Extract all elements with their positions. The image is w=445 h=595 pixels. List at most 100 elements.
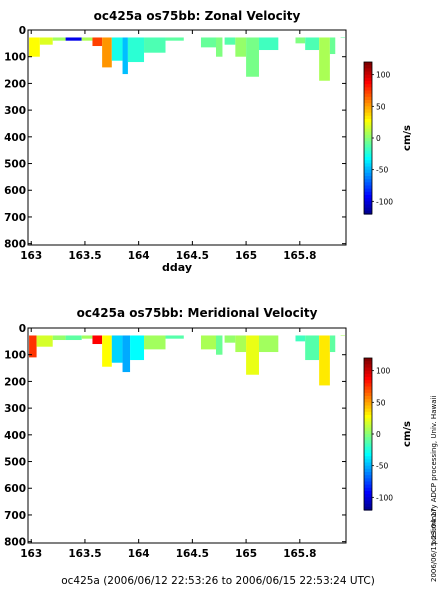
colorbar-segment bbox=[364, 408, 372, 413]
x-axis-label: dday bbox=[162, 261, 192, 274]
data-column-5 bbox=[92, 37, 103, 47]
data-column-3 bbox=[65, 37, 82, 41]
x-tick-label: 164.5 bbox=[176, 250, 209, 262]
colorbar-segment bbox=[364, 96, 372, 101]
data-column-7 bbox=[111, 37, 123, 61]
data-column-1 bbox=[36, 335, 53, 347]
colorbar-segment bbox=[364, 157, 372, 161]
data-column-0 bbox=[29, 335, 37, 358]
colorbar-segment bbox=[364, 166, 372, 171]
colorbar-segment bbox=[364, 503, 372, 508]
x-tick-label: 164 bbox=[128, 548, 150, 560]
colorbar-segment bbox=[364, 462, 372, 467]
y-tick-label: 100 bbox=[4, 350, 26, 362]
timestamp: 2006/06/15 23:04:17 bbox=[430, 508, 438, 582]
colorbar-segment bbox=[364, 201, 372, 206]
y-tick-label: 500 bbox=[4, 457, 26, 469]
colorbar-segment bbox=[364, 185, 372, 190]
colorbar-segment bbox=[364, 87, 372, 92]
colorbar-segment bbox=[364, 160, 372, 164]
x-tick-label: 164.5 bbox=[176, 548, 209, 560]
panel-0: oc425a os75bb: Zonal Velocity 0 100 200 300 4… bbox=[4, 9, 413, 274]
colorbar-segment bbox=[364, 472, 372, 476]
colorbar-segment bbox=[364, 373, 372, 378]
colorbar-segment bbox=[364, 62, 372, 66]
data-column-11 bbox=[165, 335, 184, 339]
colorbar-segment bbox=[364, 389, 372, 394]
colorbar-segment bbox=[364, 459, 372, 464]
data-column-16 bbox=[246, 37, 259, 77]
processing-note: preliminary ADCP processing, Univ. Hawai… bbox=[430, 396, 438, 545]
colorbar-segment bbox=[364, 68, 372, 73]
y-tick-label: 400 bbox=[4, 132, 26, 144]
data-column-2 bbox=[52, 37, 66, 41]
colorbar-tick-label: -50 bbox=[376, 166, 388, 175]
colorbar-segment bbox=[364, 449, 372, 454]
colorbar-segment bbox=[364, 169, 372, 174]
data-column-17 bbox=[258, 335, 279, 353]
colorbar-segment bbox=[364, 361, 372, 365]
colorbar-segment bbox=[364, 65, 372, 69]
colorbar-segment bbox=[364, 396, 372, 400]
x-tick-label: 165 bbox=[235, 548, 257, 560]
colorbar-segment bbox=[364, 195, 372, 199]
data-column-5 bbox=[92, 335, 103, 345]
colorbar-segment bbox=[364, 106, 372, 111]
colorbar-segment bbox=[364, 468, 372, 473]
colorbar-segment bbox=[364, 424, 372, 429]
colorbar-segment bbox=[364, 115, 372, 120]
plot-frame bbox=[27, 327, 347, 544]
x-tick-label: 163.5 bbox=[68, 548, 101, 560]
x-tick-label: 163 bbox=[20, 250, 42, 262]
data-column-4 bbox=[81, 335, 93, 339]
data-column-7 bbox=[111, 335, 123, 363]
colorbar-segment bbox=[364, 103, 372, 107]
colorbar-label: cm/s bbox=[402, 125, 413, 151]
y-tick-label: 100 bbox=[4, 52, 26, 64]
colorbar-segment bbox=[364, 434, 372, 438]
x-tick-label: 165.8 bbox=[283, 250, 316, 262]
colorbar-segment bbox=[364, 465, 372, 470]
y-tick-label: 700 bbox=[4, 212, 26, 224]
colorbar-segment bbox=[364, 418, 372, 422]
colorbar-segment bbox=[364, 182, 372, 187]
y-tick-label: 0 bbox=[19, 25, 26, 37]
colorbar-tick-label: 0 bbox=[376, 134, 381, 143]
colorbar-segment bbox=[364, 153, 372, 158]
colorbar-segment bbox=[364, 172, 372, 177]
colorbar-segment bbox=[364, 380, 372, 384]
colorbar-segment bbox=[364, 125, 372, 130]
colorbar-segment bbox=[364, 188, 372, 193]
colorbar-segment bbox=[364, 128, 372, 133]
data-column-8 bbox=[122, 37, 128, 75]
colorbar-tick-label: -50 bbox=[376, 462, 388, 471]
x-tick-label: 165 bbox=[235, 250, 257, 262]
data-column-6 bbox=[102, 37, 112, 68]
y-tick-label: 500 bbox=[4, 159, 26, 171]
data-column-22 bbox=[340, 37, 345, 39]
colorbar-segment bbox=[364, 402, 372, 407]
colorbar-segment bbox=[364, 119, 372, 123]
data-column-11 bbox=[165, 37, 184, 41]
colorbar-segment bbox=[364, 440, 372, 445]
colorbar-tick-label: 50 bbox=[376, 398, 386, 407]
colorbar-segment bbox=[364, 364, 372, 369]
colorbar-segment bbox=[364, 415, 372, 419]
colorbar-segment bbox=[364, 497, 372, 502]
data-column-0 bbox=[29, 37, 40, 57]
colorbar-segment bbox=[364, 377, 372, 381]
data-column-20 bbox=[319, 335, 330, 386]
colorbar-segment bbox=[364, 150, 372, 155]
colorbar-segment bbox=[364, 144, 372, 149]
colorbar-tick-label: 0 bbox=[376, 430, 381, 439]
data-column-13 bbox=[216, 37, 223, 57]
colorbar-segment bbox=[364, 90, 372, 95]
data-column-15 bbox=[235, 335, 247, 353]
colorbar-segment bbox=[364, 494, 372, 498]
colorbar-segment bbox=[364, 358, 372, 362]
data-column-9 bbox=[127, 37, 145, 63]
colorbar-segment bbox=[364, 93, 372, 98]
colorbar-segment bbox=[364, 81, 372, 85]
colorbar-segment bbox=[364, 421, 372, 426]
data-column-13 bbox=[216, 335, 223, 355]
